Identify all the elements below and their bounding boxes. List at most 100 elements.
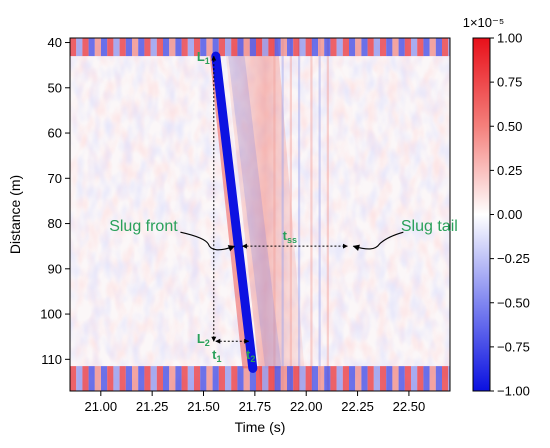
l1-sub: 1	[205, 56, 210, 66]
y-tick-label: 40	[48, 35, 62, 50]
edge-stripe-bottom	[70, 366, 77, 391]
edge-stripe-bottom	[311, 366, 318, 391]
edge-stripe-bottom	[429, 366, 436, 391]
x-axis-label: Time (s)	[235, 419, 286, 435]
edge-stripe-top	[274, 38, 281, 57]
edge-stripe-top	[336, 38, 343, 57]
edge-stripe-top	[287, 38, 294, 57]
edge-stripe-bottom	[163, 366, 170, 391]
edge-stripe-bottom	[435, 366, 442, 391]
colorbar-tick-label: −0.50	[497, 295, 530, 310]
slug-trail	[228, 56, 282, 369]
x-tick-label: 21.00	[85, 399, 118, 414]
y-tick-label: 80	[48, 216, 62, 231]
edge-stripe-bottom	[88, 366, 95, 391]
edge-stripe-top	[367, 38, 374, 57]
edge-stripe-bottom	[423, 366, 430, 391]
edge-stripe-top	[442, 38, 449, 57]
edge-stripe-top	[125, 38, 132, 57]
edge-stripe-bottom	[299, 366, 306, 391]
plot-frame	[69, 37, 451, 392]
slug-front-pointer	[180, 231, 236, 252]
edge-stripe-top	[299, 38, 306, 57]
edge-stripe-bottom	[280, 366, 287, 391]
vertical-streak	[281, 38, 284, 391]
edge-stripe-bottom	[107, 366, 114, 391]
t2-main: t	[246, 347, 251, 362]
l2-label: L2	[197, 331, 210, 348]
reflection-band-layer	[224, 38, 329, 391]
vertical-streak	[273, 38, 276, 391]
t2-sub: 2	[250, 354, 255, 364]
edge-stripe-top	[373, 38, 380, 57]
edge-stripe-bottom	[138, 366, 145, 391]
colorbar-tick-label: 0.00	[497, 207, 522, 222]
edge-stripe-bottom	[392, 366, 399, 391]
vertical-streak	[318, 38, 321, 391]
edge-stripe-bottom	[404, 366, 411, 391]
edge-stripe-bottom	[287, 366, 294, 391]
edge-stripe-top	[448, 38, 450, 57]
edge-stripe-top	[411, 38, 418, 57]
edge-stripe-bottom	[94, 366, 101, 391]
edge-stripe-bottom	[218, 366, 225, 391]
edge-stripe-bottom	[169, 366, 176, 391]
edge-stripe-bottom	[380, 366, 387, 391]
edge-stripe-bottom	[237, 366, 244, 391]
colorbar: 1×10⁻⁵ 1.00 0.75 0.50 0.25 0.00 −0.25 −0.50 −0.…	[463, 15, 530, 399]
edge-stripe-bottom	[342, 366, 349, 391]
edge-stripe-top	[318, 38, 325, 57]
edge-stripe-bottom	[373, 366, 380, 391]
edge-stripe-bottom	[442, 366, 449, 391]
edge-stripe-bottom	[144, 366, 151, 391]
edge-stripe-bottom	[206, 366, 213, 391]
edge-stripe-top	[237, 38, 244, 57]
edge-stripe-bottom	[448, 366, 450, 391]
edge-stripe-top	[243, 38, 250, 57]
t2-label: t2	[246, 347, 255, 364]
edge-stripe-bottom	[386, 366, 393, 391]
edge-stripe-top	[194, 38, 201, 57]
edge-stripe-bottom	[175, 366, 182, 391]
edge-stripe-bottom	[156, 366, 163, 391]
colorbar-tick-label: 1.00	[497, 31, 522, 46]
t1-main: t	[212, 347, 217, 362]
colorbar-tick-label: −1.00	[497, 384, 530, 399]
colorbar-gradient	[472, 37, 491, 392]
reflection-band	[224, 38, 307, 391]
edge-stripe-bottom	[336, 366, 343, 391]
edge-stripe-top	[212, 38, 219, 57]
edge-stripe-top	[70, 38, 77, 57]
edge-stripe-bottom	[355, 366, 362, 391]
edge-stripe-top	[330, 38, 337, 57]
x-tick-label: 22.25	[341, 399, 374, 414]
edge-stripe-top	[138, 38, 145, 57]
tss-main: t	[283, 228, 288, 243]
edge-stripe-top	[150, 38, 157, 57]
edge-stripe-bottom	[225, 366, 232, 391]
edge-stripe-top	[249, 38, 256, 57]
t1-label: t1	[212, 347, 221, 364]
edge-stripe-bottom	[293, 366, 300, 391]
edge-stripe-top	[82, 38, 89, 57]
edge-stripe-top	[200, 38, 207, 57]
y-tick-label: 60	[48, 126, 62, 141]
edge-stripe-bottom	[200, 366, 207, 391]
l2-sub: 2	[205, 338, 210, 348]
tss-sub: ss	[287, 235, 297, 245]
edge-stripe-bottom	[305, 366, 312, 391]
x-tick-label: 21.75	[239, 399, 272, 414]
colorbar-tick-label: −0.75	[497, 339, 530, 354]
edge-stripe-bottom	[150, 366, 157, 391]
edge-stripe-top	[386, 38, 393, 57]
edge-stripe-top	[293, 38, 300, 57]
edge-stripe-layer	[70, 38, 450, 391]
edge-stripe-top	[225, 38, 232, 57]
edge-stripe-bottom	[187, 366, 194, 391]
colorbar-scale-label: 1×10⁻⁵	[463, 15, 505, 30]
edge-stripe-top	[361, 38, 368, 57]
vertical-streak	[326, 38, 329, 391]
tss-label: tss	[283, 228, 297, 245]
x-tick-label: 21.25	[136, 399, 169, 414]
